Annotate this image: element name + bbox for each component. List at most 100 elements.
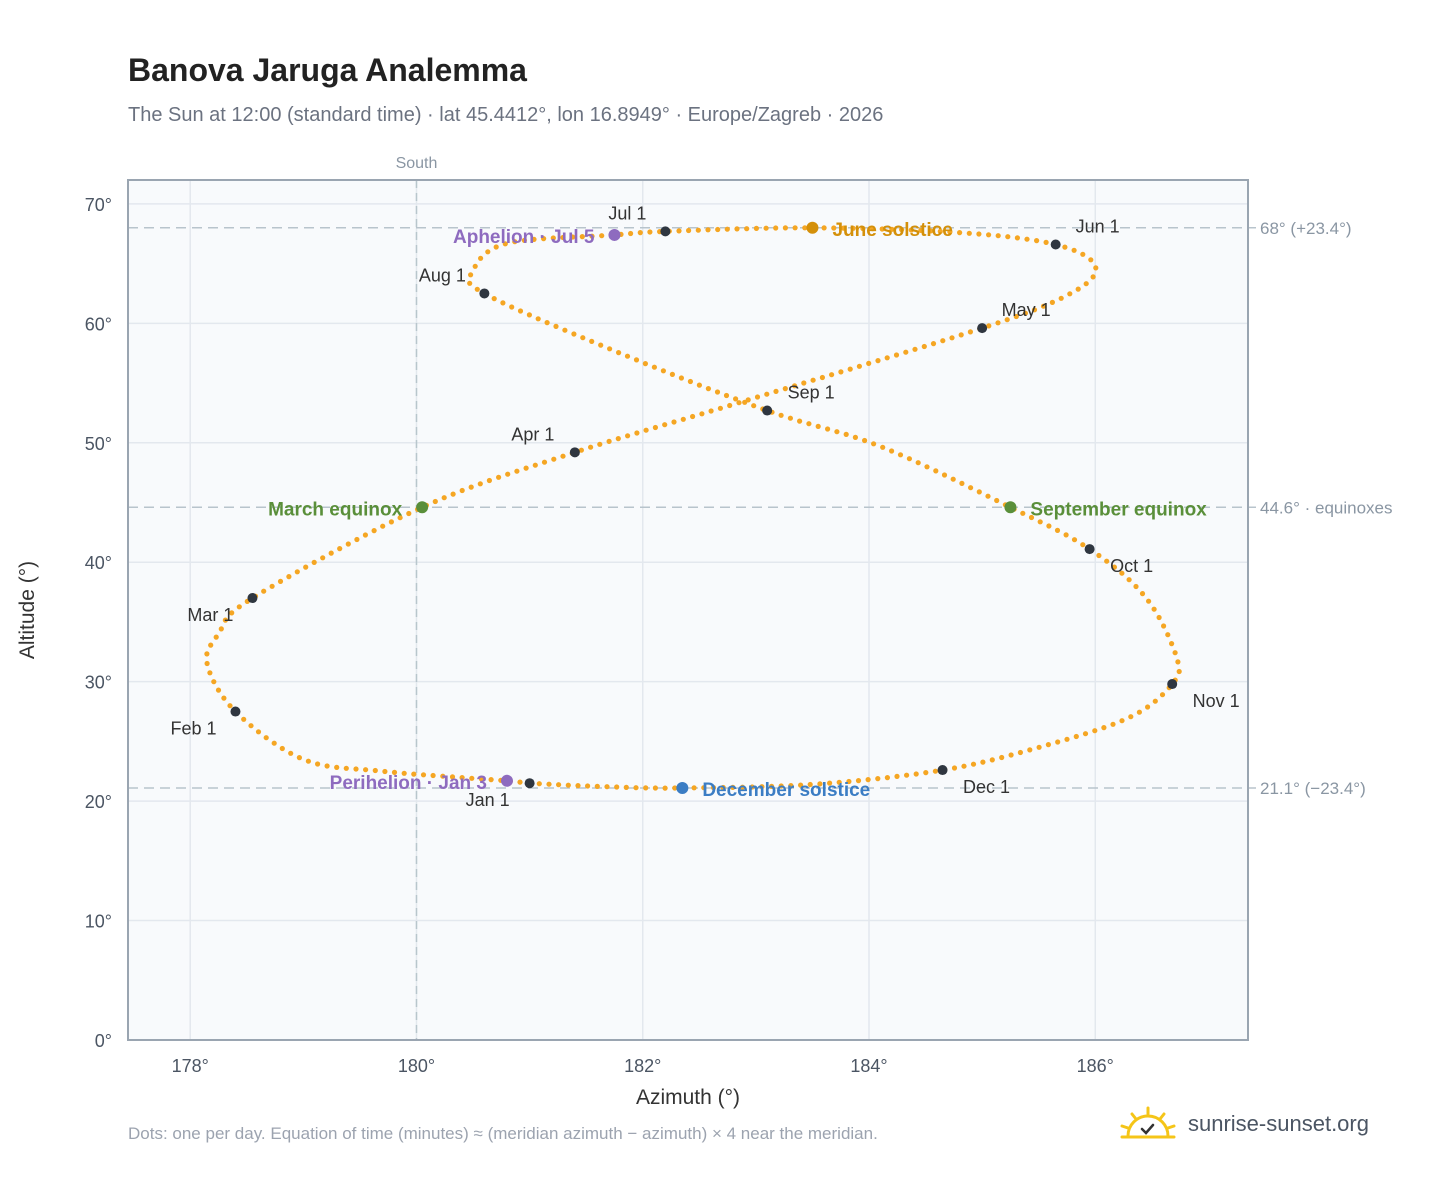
daily-sun-dot (562, 327, 568, 333)
daily-sun-dot (723, 392, 730, 399)
daily-sun-dot (420, 772, 427, 778)
sun-logo-icon (1120, 1106, 1176, 1139)
daily-sun-dot (924, 464, 930, 470)
daily-sun-dot (759, 784, 765, 790)
daily-sun-dot (491, 296, 497, 302)
daily-sun-dot (889, 448, 895, 454)
daily-sun-dot (514, 468, 520, 474)
daily-sun-dot (1090, 274, 1096, 280)
daily-sun-dot (1073, 733, 1079, 740)
daily-sun-dot (903, 349, 909, 355)
daily-sun-dot (320, 555, 326, 561)
daily-sun-dot (843, 431, 849, 437)
daily-sun-dot (1165, 632, 1171, 638)
daily-sun-dot (589, 233, 595, 239)
daily-sun-dot (967, 329, 974, 335)
daily-sun-dot (1082, 731, 1089, 737)
daily-sun-dot (1128, 714, 1134, 720)
daily-sun-dot (1169, 641, 1175, 647)
daily-sun-dot (236, 604, 242, 610)
daily-sun-dot (850, 225, 856, 231)
daily-sun-dot (941, 472, 948, 478)
daily-sun-dot (966, 230, 972, 236)
daily-sun-dot (959, 480, 965, 486)
daily-sun-dot (616, 350, 622, 356)
daily-sun-dot (687, 378, 694, 385)
daily-sun-dot (388, 519, 394, 525)
daily-sun-dot (1017, 749, 1024, 756)
daily-sun-dot (986, 232, 992, 238)
daily-sun-dot (560, 234, 566, 241)
daily-sun-dot (535, 316, 541, 322)
daily-sun-dot (778, 783, 784, 789)
daily-sun-dot (918, 227, 924, 233)
event-marker (416, 501, 429, 514)
daily-sun-dot (860, 225, 866, 232)
daily-sun-dot (502, 241, 508, 247)
event-marker (608, 228, 621, 241)
daily-sun-dot (371, 528, 377, 534)
daily-sun-dot (884, 775, 891, 781)
daily-sun-dot (1133, 583, 1139, 590)
daily-sun-dot (662, 785, 668, 791)
daily-sun-dot (751, 403, 757, 409)
daily-sun-dot (478, 776, 484, 782)
daily-sun-dot (906, 456, 913, 462)
daily-sun-dot (459, 487, 465, 494)
daily-sun-dot (380, 523, 386, 529)
daily-sun-dot (937, 228, 943, 234)
daily-sun-dot (643, 785, 649, 791)
daily-sun-dot (875, 358, 881, 364)
daily-sun-dot (594, 783, 600, 790)
month-marker-label: May 1 (1002, 300, 1051, 320)
daily-sun-dot (734, 226, 740, 232)
brand-link[interactable]: sunrise-sunset.org (1120, 1104, 1369, 1144)
daily-sun-dot (875, 776, 881, 782)
reference-line-label: 68° (+23.4°) (1260, 219, 1352, 238)
daily-sun-dot (213, 634, 219, 640)
daily-sun-dot (1022, 310, 1028, 316)
daily-sun-dot (1045, 742, 1051, 748)
daily-sun-dot (599, 233, 605, 239)
daily-sun-dot (825, 426, 831, 432)
daily-sun-dot (676, 228, 682, 234)
daily-sun-dot (615, 436, 621, 442)
daily-sun-dot (995, 233, 1001, 239)
daily-sun-dot (261, 588, 267, 594)
daily-sun-dot (894, 773, 900, 780)
daily-sun-dot (521, 237, 528, 243)
month-marker-label: Jul 1 (608, 203, 646, 223)
daily-sun-dot (500, 300, 506, 306)
x-tick-label: 182° (624, 1056, 661, 1076)
daily-sun-dot (865, 777, 871, 783)
daily-sun-dot (478, 255, 484, 261)
month-marker (762, 405, 773, 416)
daily-sun-dot (1031, 307, 1038, 313)
daily-sun-dot (968, 485, 974, 491)
daily-sun-dot (727, 402, 733, 409)
daily-sun-dot (708, 408, 714, 414)
daily-sun-dot (391, 769, 398, 776)
daily-sun-dot (652, 424, 659, 431)
daily-sun-dot (337, 546, 343, 552)
event-marker (500, 774, 513, 787)
daily-sun-dot (544, 320, 550, 326)
daily-sun-dot (441, 495, 447, 501)
daily-sun-dot (208, 642, 214, 648)
daily-sun-dot (1156, 614, 1162, 621)
daily-sun-dot (472, 263, 478, 269)
month-marker-label: Oct 1 (1110, 556, 1153, 576)
daily-sun-dot (1093, 265, 1099, 271)
daily-sun-dot (950, 476, 956, 482)
daily-sun-dot (672, 785, 678, 791)
daily-sun-dot (633, 357, 640, 363)
month-marker-label: Sep 1 (788, 383, 835, 403)
daily-sun-dot (1119, 570, 1125, 576)
daily-sun-dot (749, 784, 755, 790)
y-tick-label: 0° (95, 1031, 112, 1051)
daily-sun-dot (598, 342, 604, 348)
daily-sun-dot (671, 419, 677, 425)
daily-sun-dot (556, 782, 562, 788)
daily-sun-dot (940, 338, 946, 344)
brand-name: sunrise-sunset.org (1188, 1111, 1369, 1136)
